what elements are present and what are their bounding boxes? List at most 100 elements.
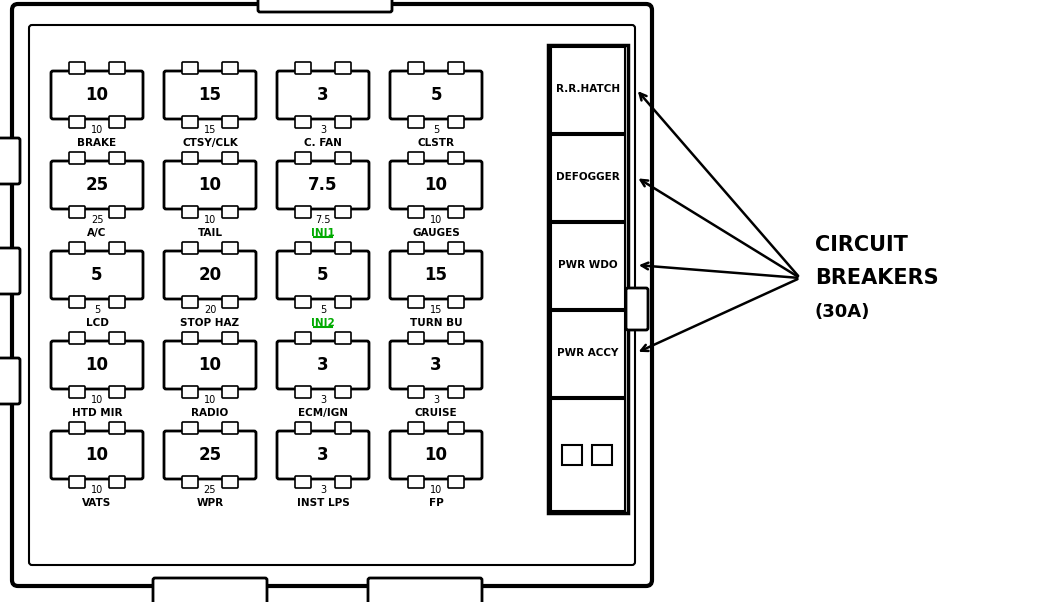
Bar [591, 445, 612, 465]
FancyBboxPatch shape [408, 386, 424, 398]
FancyBboxPatch shape [335, 386, 351, 398]
FancyBboxPatch shape [626, 288, 648, 330]
Text: RADIO: RADIO [192, 408, 229, 418]
FancyBboxPatch shape [164, 251, 257, 299]
Text: 7.5: 7.5 [308, 176, 338, 194]
FancyBboxPatch shape [295, 476, 311, 488]
FancyBboxPatch shape [164, 341, 257, 389]
FancyBboxPatch shape [69, 116, 85, 128]
FancyBboxPatch shape [109, 386, 125, 398]
Text: INJ1: INJ1 [312, 228, 335, 238]
FancyBboxPatch shape [295, 296, 311, 308]
FancyBboxPatch shape [335, 62, 351, 74]
Text: 10: 10 [430, 485, 442, 495]
Text: 10: 10 [204, 395, 216, 405]
FancyBboxPatch shape [182, 152, 198, 164]
FancyBboxPatch shape [222, 242, 238, 254]
FancyBboxPatch shape [69, 242, 85, 254]
FancyBboxPatch shape [29, 25, 635, 565]
Text: ECM/IGN: ECM/IGN [298, 408, 348, 418]
Text: LCD: LCD [86, 318, 108, 328]
FancyBboxPatch shape [408, 206, 424, 218]
Text: 10: 10 [430, 215, 442, 225]
Text: CIRCUIT: CIRCUIT [815, 235, 907, 255]
Text: 15: 15 [198, 86, 222, 104]
FancyBboxPatch shape [408, 152, 424, 164]
FancyBboxPatch shape [335, 476, 351, 488]
FancyBboxPatch shape [295, 116, 311, 128]
FancyBboxPatch shape [51, 341, 143, 389]
FancyBboxPatch shape [222, 116, 238, 128]
Text: INST LPS: INST LPS [297, 498, 350, 508]
Text: 15: 15 [204, 125, 216, 135]
Text: 10: 10 [86, 86, 108, 104]
Text: 5: 5 [432, 125, 439, 135]
FancyBboxPatch shape [69, 62, 85, 74]
FancyBboxPatch shape [0, 248, 20, 294]
Text: 10: 10 [198, 356, 222, 374]
Text: GAUGES: GAUGES [412, 228, 460, 238]
FancyBboxPatch shape [109, 422, 125, 434]
Text: 10: 10 [198, 176, 222, 194]
Text: 3: 3 [430, 356, 442, 374]
FancyBboxPatch shape [277, 431, 369, 479]
FancyBboxPatch shape [109, 296, 125, 308]
FancyBboxPatch shape [448, 242, 464, 254]
FancyBboxPatch shape [222, 386, 238, 398]
FancyBboxPatch shape [295, 422, 311, 434]
FancyBboxPatch shape [182, 422, 198, 434]
FancyBboxPatch shape [277, 341, 369, 389]
FancyBboxPatch shape [448, 206, 464, 218]
FancyBboxPatch shape [0, 358, 20, 404]
Text: 25: 25 [204, 485, 216, 495]
FancyBboxPatch shape [12, 4, 652, 586]
Text: 5: 5 [91, 266, 103, 284]
Text: 10: 10 [91, 395, 103, 405]
FancyBboxPatch shape [51, 431, 143, 479]
FancyBboxPatch shape [408, 476, 424, 488]
Text: 20: 20 [198, 266, 222, 284]
FancyBboxPatch shape [295, 206, 311, 218]
FancyBboxPatch shape [109, 476, 125, 488]
FancyBboxPatch shape [335, 296, 351, 308]
Text: WPR: WPR [196, 498, 224, 508]
Text: 5: 5 [317, 266, 329, 284]
Text: STOP HAZ: STOP HAZ [180, 318, 240, 328]
FancyBboxPatch shape [69, 206, 85, 218]
FancyBboxPatch shape [295, 332, 311, 344]
Bar [551, 47, 625, 133]
FancyBboxPatch shape [164, 431, 257, 479]
FancyBboxPatch shape [182, 62, 198, 74]
Text: 15: 15 [424, 266, 447, 284]
Text: 25: 25 [91, 215, 103, 225]
FancyBboxPatch shape [51, 161, 143, 209]
FancyBboxPatch shape [335, 206, 351, 218]
FancyBboxPatch shape [222, 422, 238, 434]
FancyBboxPatch shape [182, 242, 198, 254]
FancyBboxPatch shape [222, 206, 238, 218]
FancyBboxPatch shape [448, 296, 464, 308]
Text: 3: 3 [320, 395, 326, 405]
Text: BREAKERS: BREAKERS [815, 268, 938, 288]
Text: 3: 3 [320, 485, 326, 495]
Text: 10: 10 [424, 446, 447, 464]
FancyBboxPatch shape [222, 152, 238, 164]
FancyBboxPatch shape [109, 116, 125, 128]
FancyBboxPatch shape [448, 422, 464, 434]
Text: PWR WDO: PWR WDO [559, 260, 618, 270]
Text: INJ2: INJ2 [312, 318, 335, 328]
FancyBboxPatch shape [69, 152, 85, 164]
FancyBboxPatch shape [258, 0, 392, 12]
FancyBboxPatch shape [69, 422, 85, 434]
FancyBboxPatch shape [368, 578, 482, 602]
FancyBboxPatch shape [109, 152, 125, 164]
FancyBboxPatch shape [390, 251, 482, 299]
FancyBboxPatch shape [277, 251, 369, 299]
Text: 20: 20 [204, 305, 216, 315]
FancyBboxPatch shape [390, 341, 482, 389]
FancyBboxPatch shape [408, 116, 424, 128]
Text: R.R.HATCH: R.R.HATCH [555, 84, 620, 94]
FancyBboxPatch shape [182, 332, 198, 344]
Text: FP: FP [428, 498, 443, 508]
FancyBboxPatch shape [69, 476, 85, 488]
